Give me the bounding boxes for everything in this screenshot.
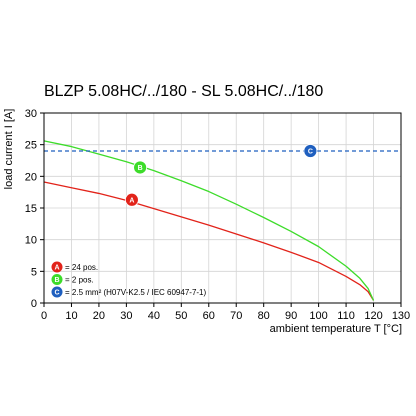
x-tick-label: 100 [309,310,327,322]
x-tick-label: 50 [175,310,187,322]
legend-marker [51,261,63,273]
x-tick-label: 80 [258,310,270,322]
y-tick-label: 5 [31,266,37,278]
legend: A = 24 pos. B = 2 pos. C = 2.5 mm² (H07V-K2.5… [51,261,207,298]
x-tick-label: 110 [337,310,355,322]
legend-text: = 2.5 mm² (H07V-K2.5 / IEC 60947-7-1) [65,288,207,297]
x-tick-label: 70 [230,310,242,322]
marker-letter: C [308,149,313,156]
y-tick-label: 15 [25,203,37,215]
x-tick-label: 20 [93,310,105,322]
legend-text: = 2 pos. [65,276,94,285]
series-marker-a: A [124,192,139,207]
x-tick-label: 30 [120,310,132,322]
legend-text: = 24 pos. [65,263,98,272]
marker-circle [303,144,318,158]
legend-entry-b: B = 2 pos. [51,274,94,285]
x-tick-label: 90 [285,310,297,322]
legend-marker [51,274,63,285]
axes: 0 10 20 30 40 50 60 70 80 90 100 110 120 130 0 5 10 15 20 2… [25,108,410,322]
legend-marker-letter: C [54,290,59,297]
y-tick-label: 25 [25,140,37,152]
series-layer [43,140,401,301]
x-tick-label: 0 [41,310,47,322]
series-marker-b: B [133,160,148,175]
x-tick-label: 120 [364,310,382,322]
x-tick-label: 10 [65,310,77,322]
marker-letter: B [138,165,143,172]
y-axis-label: load current I [A] [3,109,15,190]
marker-circle [124,192,139,207]
series-markers: A B C [124,144,318,207]
marker-circle [133,160,148,175]
legend-marker [51,286,63,298]
x-axis-label: ambient temperature T [°C] [270,323,402,335]
series-marker-c: C [303,144,318,158]
legend-entry-a: A = 24 pos. [51,261,98,273]
x-tick-label: 60 [203,310,215,322]
x-tick-label: 130 [392,310,410,322]
y-tick-label: 0 [31,298,37,310]
series-line-b [43,140,375,301]
y-tick-label: 30 [25,108,37,120]
grid [43,112,402,304]
legend-marker-letter: B [54,277,59,284]
series-line-a [43,181,375,301]
legend-marker-letter: A [54,265,59,272]
marker-letter: A [129,197,134,204]
x-tick-label: 40 [148,310,160,322]
y-tick-label: 10 [25,235,37,247]
chart-title: BLZP 5.08HC/../180 - SL 5.08HC/../180 [44,83,323,100]
legend-entry-c: C = 2.5 mm² (H07V-K2.5 / IEC 60947-7-1) [51,286,207,298]
y-tick-label: 20 [25,171,37,183]
